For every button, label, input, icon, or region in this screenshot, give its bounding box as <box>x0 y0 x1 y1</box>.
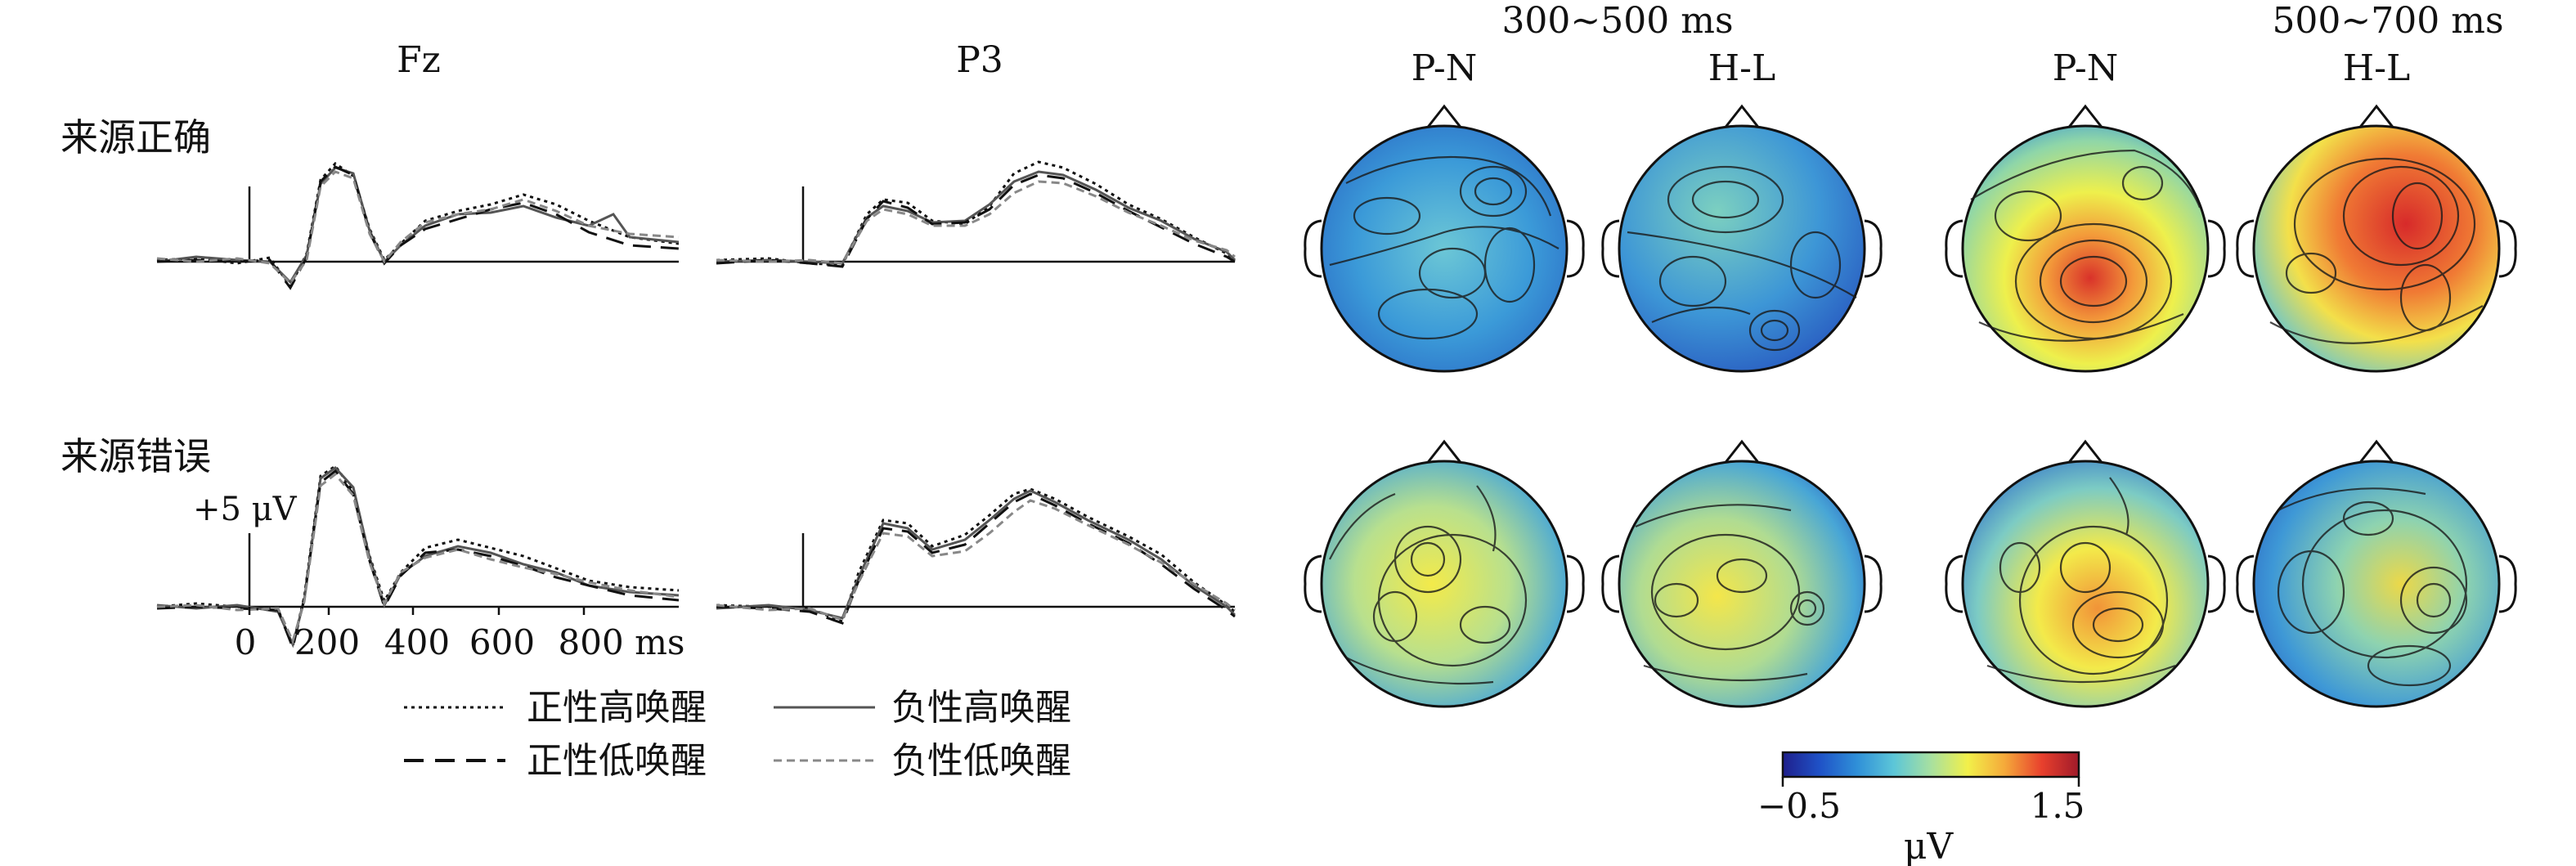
colorbar: −0.5 1.5 μV <box>1757 751 2085 866</box>
scale-bar-label: +5 μV <box>193 491 298 528</box>
tick-label-200: 200 <box>294 622 360 662</box>
erp-panel-fz-correct <box>156 162 680 290</box>
row-label-wrong: 来源错误 <box>61 434 211 478</box>
contrast-label-3: P-N <box>2053 47 2119 89</box>
erp-wave-neg-low <box>156 472 680 645</box>
erp-wave-neg-high <box>716 170 1236 265</box>
tick-label-800: 800 ms <box>559 622 685 662</box>
time-window-label-2: 500~700 ms <box>2272 0 2503 42</box>
legend: 正性高唤醒 负性高唤醒 正性低唤醒 负性低唤醒 <box>404 687 1071 782</box>
erp-panel-p3-correct <box>716 160 1236 268</box>
erp-wave-pos-low <box>716 173 1236 268</box>
erp-wave-pos-high <box>156 162 680 289</box>
tick-label-600: 600 <box>469 622 535 662</box>
erp-wave-neg-low <box>716 499 1236 621</box>
erp-panel-p3-wrong <box>716 487 1236 625</box>
legend-label: 负性低唤醒 <box>891 740 1071 782</box>
contrast-label-4: H-L <box>2343 47 2410 89</box>
erp-panel-fz-wrong: +5 μV 0 200 400 600 800 ms <box>156 464 685 662</box>
legend-item-pos-low: 正性低唤醒 <box>404 740 707 782</box>
scalp-map-500-700-pn-wrong <box>1945 439 2226 708</box>
scalp-map-300-500-hl-wrong <box>1601 439 1883 708</box>
contrast-label-1: P-N <box>1411 47 1478 89</box>
tick-label-400: 400 <box>384 622 450 662</box>
column-label-fz: Fz <box>397 39 441 81</box>
erp-wave-pos-low <box>156 469 680 653</box>
colorbar-gradient <box>1781 751 2080 779</box>
legend-item-neg-high: 负性高唤醒 <box>774 687 1071 729</box>
erp-wave-neg-low <box>156 170 680 285</box>
column-label-p3: P3 <box>956 39 1003 81</box>
colorbar-min-label: −0.5 <box>1757 786 1841 826</box>
legend-label: 负性高唤醒 <box>891 687 1071 729</box>
time-window-label-1: 300~500 ms <box>1501 0 1733 42</box>
contrast-label-2: H-L <box>1708 47 1775 89</box>
legend-item-pos-high: 正性高唤醒 <box>404 687 707 729</box>
erp-wave-pos-high <box>716 487 1236 623</box>
scalp-map-500-700-hl-correct <box>2236 104 2517 373</box>
erp-wave-neg-low <box>716 180 1236 265</box>
colorbar-max-label: 1.5 <box>2031 786 2085 826</box>
erp-wave-pos-low <box>716 492 1236 625</box>
scalp-map-300-500-pn-wrong <box>1304 439 1585 708</box>
tick-label-0: 0 <box>235 622 257 662</box>
legend-label: 正性低唤醒 <box>527 740 707 782</box>
colorbar-unit: μV <box>1904 826 1954 866</box>
scalp-map-500-700-pn-correct <box>1945 104 2226 373</box>
scalp-map-300-500-pn-correct <box>1304 104 1585 373</box>
scalp-map-500-700-hl-wrong <box>2236 439 2517 708</box>
legend-item-neg-low: 负性低唤醒 <box>774 740 1071 782</box>
scalp-map-300-500-hl-correct <box>1601 104 1883 373</box>
erp-wave-neg-high <box>716 489 1236 620</box>
legend-label: 正性高唤醒 <box>527 687 707 729</box>
row-label-correct: 来源正确 <box>61 115 211 159</box>
